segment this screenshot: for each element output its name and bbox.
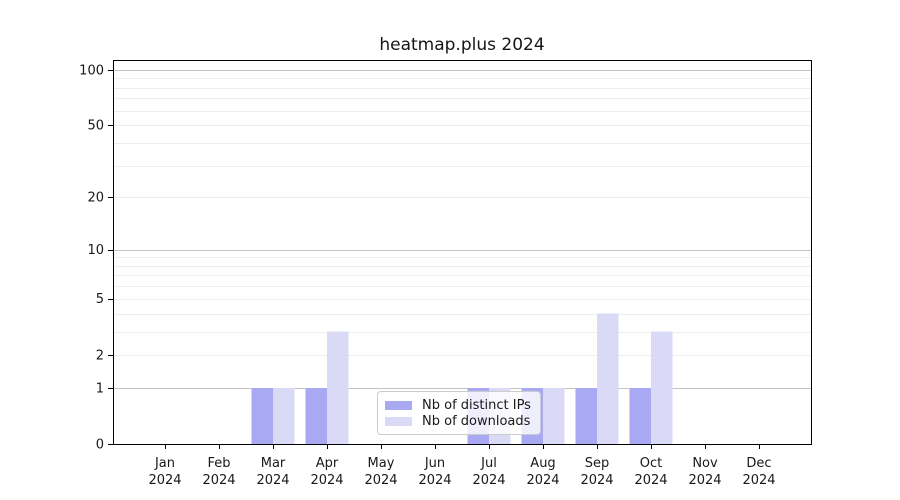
x-tick-label-month-May: May xyxy=(368,456,395,471)
x-tick-label-month-Feb: Feb xyxy=(207,456,230,471)
x-tick-label-month-Mar: Mar xyxy=(261,456,286,471)
legend-label-downloads: Nb of downloads xyxy=(422,413,531,429)
bar-distinct-ips-Oct xyxy=(629,387,651,444)
legend-row-distinct-ips: Nb of distinct IPs xyxy=(385,397,532,413)
x-tick-label-year-Jun: 2024 xyxy=(418,473,451,488)
x-tick-label-year-Apr: 2024 xyxy=(310,473,343,488)
x-tick-label-month-Apr: Apr xyxy=(316,456,339,471)
y-tick-label-20: 20 xyxy=(87,191,104,206)
legend-swatch-downloads xyxy=(385,416,412,426)
bar-distinct-ips-Apr xyxy=(305,387,327,444)
legend-swatch-distinct-ips xyxy=(385,400,412,410)
y-tick-label-2: 2 xyxy=(96,348,104,363)
y-tick-label-0: 0 xyxy=(96,438,104,453)
bar-downloads-Aug xyxy=(543,387,565,444)
plot-border xyxy=(113,60,812,445)
x-tick-label-month-Sep: Sep xyxy=(585,456,610,471)
x-tick-label-year-Mar: 2024 xyxy=(256,473,289,488)
x-tick-label-year-May: 2024 xyxy=(364,473,397,488)
x-tick-label-month-Oct: Oct xyxy=(640,456,662,471)
bar-downloads-Oct xyxy=(651,331,673,444)
x-tick-label-month-Nov: Nov xyxy=(692,456,718,471)
bar-downloads-Sep xyxy=(597,313,619,444)
x-tick-label-month-Dec: Dec xyxy=(746,456,771,471)
y-tick-label-100: 100 xyxy=(79,63,104,78)
bar-distinct-ips-Sep xyxy=(575,387,597,444)
x-tick-label-month-Jan: Jan xyxy=(154,456,175,471)
x-tick-label-year-Sep: 2024 xyxy=(580,473,613,488)
chart-title: heatmap.plus 2024 xyxy=(379,35,545,55)
x-tick-label-month-Jun: Jun xyxy=(424,456,445,471)
x-tick-label-year-Jul: 2024 xyxy=(472,473,505,488)
y-tick-label-50: 50 xyxy=(87,119,104,134)
legend-label-distinct-ips: Nb of distinct IPs xyxy=(422,397,531,413)
y-tick-label-10: 10 xyxy=(87,243,104,258)
x-tick-label-year-Jan: 2024 xyxy=(148,473,181,488)
x-tick-label-year-Dec: 2024 xyxy=(742,473,775,488)
bar-downloads-Mar xyxy=(273,387,295,444)
y-tick-label-5: 5 xyxy=(96,292,104,307)
x-tick-label-year-Nov: 2024 xyxy=(688,473,721,488)
bar-distinct-ips-Mar xyxy=(251,387,273,444)
x-tick-label-year-Oct: 2024 xyxy=(634,473,667,488)
legend: Nb of distinct IPs Nb of downloads xyxy=(377,391,541,435)
bar-downloads-Apr xyxy=(327,331,349,444)
x-tick-label-year-Feb: 2024 xyxy=(202,473,235,488)
x-tick-label-month-Aug: Aug xyxy=(530,456,555,471)
legend-row-downloads: Nb of downloads xyxy=(385,413,532,429)
x-tick-label-year-Aug: 2024 xyxy=(526,473,559,488)
x-tick-label-month-Jul: Jul xyxy=(480,456,497,471)
y-tick-label-1: 1 xyxy=(96,381,104,396)
